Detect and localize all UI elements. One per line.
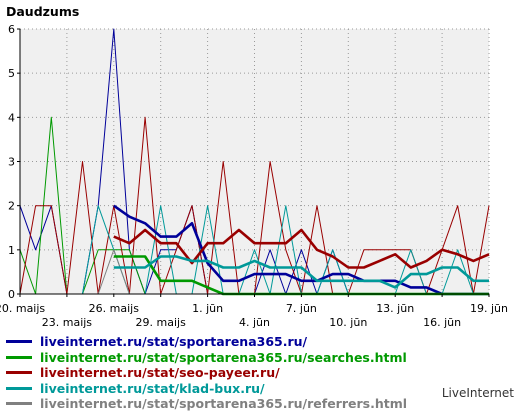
y-tick-label: 1: [8, 244, 15, 257]
legend: liveinternet.ru/stat/sportarena365.ru/li…: [6, 334, 426, 412]
x-tick-label: 19. jūn: [470, 302, 508, 315]
x-tick-label: 16. jūn: [423, 316, 461, 329]
legend-label: liveinternet.ru/stat/seo-payeer.ru/: [40, 365, 280, 381]
legend-item: liveinternet.ru/stat/seo-payeer.ru/: [6, 365, 426, 381]
x-tick-label: 7. jūn: [286, 302, 317, 315]
chart-title: Daudzums: [6, 4, 79, 19]
x-tick-label: 10. jūn: [329, 316, 367, 329]
y-tick-label: 0: [8, 288, 15, 301]
legend-label: liveinternet.ru/stat/sportarena365.ru/: [40, 334, 308, 350]
x-tick-label: 26. maijs: [89, 302, 140, 315]
brand-label: LiveInternet: [441, 386, 514, 400]
series-line-daily: [20, 205, 489, 295]
y-tick-label: 3: [8, 156, 15, 169]
legend-swatch: [6, 355, 32, 359]
x-tick-label: 23. maijs: [42, 316, 93, 329]
legend-item: liveinternet.ru/stat/klad-bux.ru/: [6, 381, 426, 397]
legend-item: liveinternet.ru/stat/sportarena365.ru/: [6, 334, 426, 350]
x-tick-label: 1. jūn: [192, 302, 223, 315]
legend-label: liveinternet.ru/stat/sportarena365.ru/se…: [40, 349, 407, 365]
legend-swatch: [6, 340, 32, 344]
series-line-average: [113, 255, 489, 289]
series-line-average: [113, 204, 489, 296]
y-tick-label: 4: [8, 111, 15, 124]
x-tick-label: 29. maijs: [136, 316, 187, 329]
legend-swatch: [6, 402, 32, 406]
y-axis-ticks: 0 1 2 3 4 5 6: [8, 23, 20, 301]
y-tick-label: 5: [8, 67, 15, 80]
x-tick-label: 13. jūn: [376, 302, 414, 315]
legend-item: liveinternet.ru/stat/sportarena365.ru/re…: [6, 396, 426, 412]
y-tick-label: 6: [8, 23, 15, 36]
legend-swatch: [6, 371, 32, 375]
legend-item: liveinternet.ru/stat/sportarena365.ru/se…: [6, 350, 426, 366]
legend-label: liveinternet.ru/stat/sportarena365.ru/re…: [40, 396, 408, 412]
legend-swatch: [6, 386, 32, 390]
x-tick-label: 20. maijs: [0, 302, 45, 315]
x-tick-label: 4. jūn: [239, 316, 270, 329]
series-line-average: [113, 228, 490, 269]
legend-label: liveinternet.ru/stat/klad-bux.ru/: [40, 380, 265, 396]
y-tick-label: 2: [8, 200, 15, 213]
